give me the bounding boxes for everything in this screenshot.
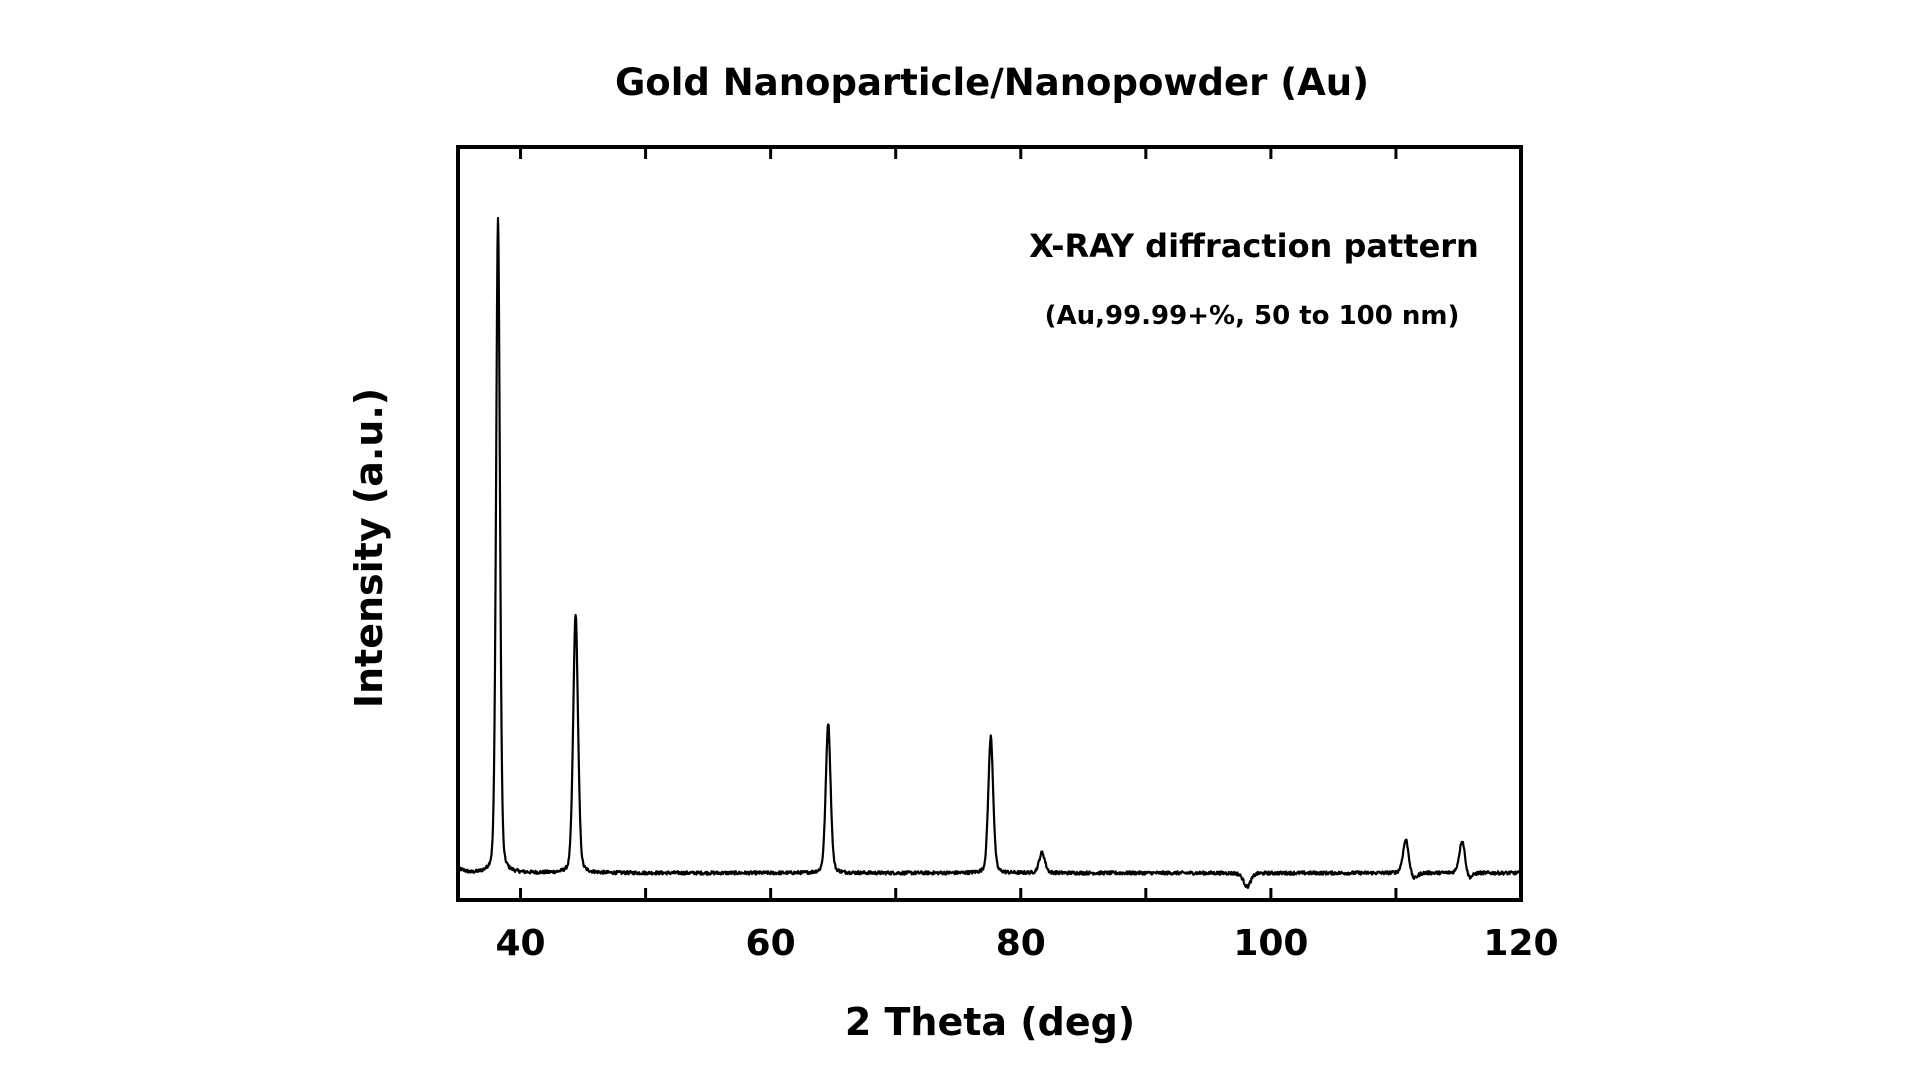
y-axis-label: Intensity (a.u.) [347, 388, 391, 708]
x-tick-label: 120 [1483, 923, 1558, 964]
chart-title: Gold Nanoparticle/Nanopowder (Au) [615, 61, 1369, 104]
x-axis-ticks: 40 60 80 100 120 [495, 147, 1559, 964]
plot-area [456, 216, 1522, 889]
x-tick-label: 40 [495, 923, 545, 964]
annotation-title: X-RAY diffraction pattern [1029, 227, 1479, 265]
x-tick-label: 80 [996, 923, 1046, 964]
x-tick-label: 100 [1233, 923, 1308, 964]
x-axis-label: 2 Theta (deg) [845, 1000, 1135, 1044]
x-tick-label: 60 [746, 923, 796, 964]
xrd-series-line [456, 216, 1522, 889]
annotation-subtitle: (Au,99.99+%, 50 to 100 nm) [1045, 301, 1460, 331]
plot-frame [456, 145, 1523, 902]
